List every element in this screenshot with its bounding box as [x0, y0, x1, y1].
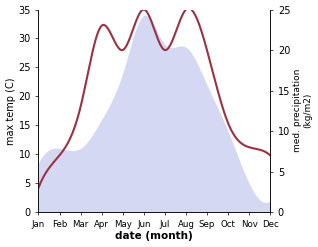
Y-axis label: max temp (C): max temp (C) — [5, 77, 16, 144]
X-axis label: date (month): date (month) — [115, 231, 193, 242]
Y-axis label: med. precipitation
(kg/m2): med. precipitation (kg/m2) — [293, 69, 313, 152]
